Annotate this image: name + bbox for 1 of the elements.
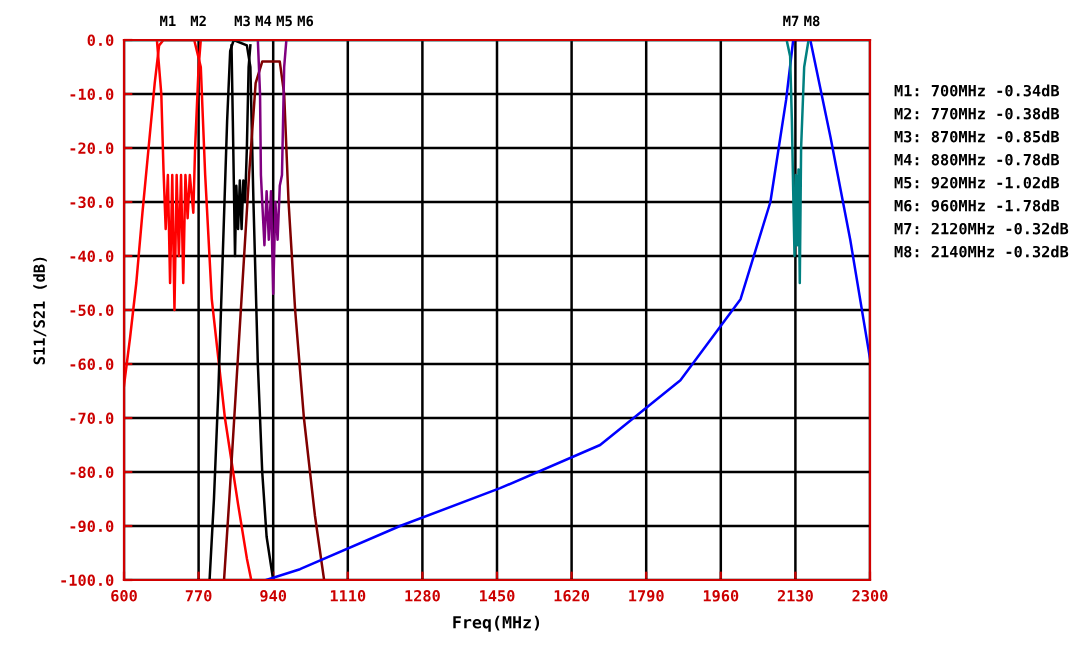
x-axis-title: Freq(MHz) — [453, 615, 540, 632]
